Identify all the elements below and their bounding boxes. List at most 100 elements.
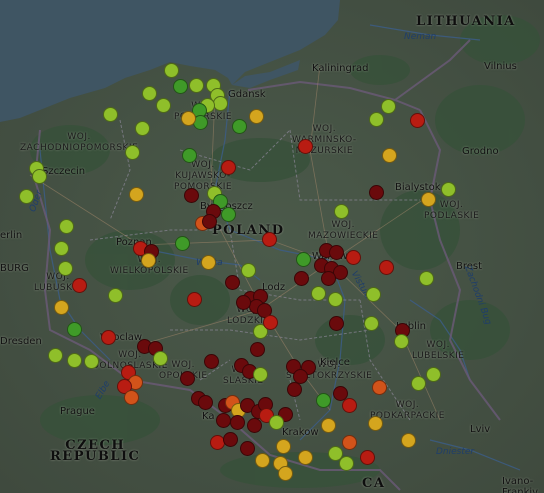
map-marker-green[interactable] xyxy=(66,321,82,337)
map-marker-dark-red[interactable] xyxy=(332,385,348,401)
map-marker-red[interactable] xyxy=(71,277,87,293)
map-marker-yellow[interactable] xyxy=(200,254,216,270)
map-marker-dark-red[interactable] xyxy=(292,368,308,384)
map-marker-dark-red[interactable] xyxy=(235,294,251,310)
map-marker-yellow-green[interactable] xyxy=(18,188,34,204)
water-label-dniester: Dniester xyxy=(436,447,475,457)
map-marker-dark-red[interactable] xyxy=(215,412,231,428)
country-label-lithuania: LITHUANIA xyxy=(416,14,516,29)
map-marker-dark-red[interactable] xyxy=(239,440,255,456)
map-marker-yellow-green[interactable] xyxy=(152,350,168,366)
map-marker-yellow-green[interactable] xyxy=(83,353,99,369)
map-marker-dark-red[interactable] xyxy=(183,187,199,203)
map-marker-yellow-green[interactable] xyxy=(155,97,171,113)
map-marker-yellow-green[interactable] xyxy=(418,270,434,286)
map-marker-yellow-green[interactable] xyxy=(338,455,354,471)
map-marker-yellow-green[interactable] xyxy=(363,315,379,331)
map-marker-dark-red[interactable] xyxy=(328,244,344,260)
map-marker-yellow-green[interactable] xyxy=(440,181,456,197)
map-marker-yellow-green[interactable] xyxy=(47,347,63,363)
map-marker-yellow-green[interactable] xyxy=(393,333,409,349)
region-label-swietokrzyskie: WOJ. SWIETOKRZYSKIE xyxy=(286,360,373,381)
map-marker-yellow-green[interactable] xyxy=(107,287,123,303)
map-marker-dark-red[interactable] xyxy=(249,341,265,357)
map-marker-yellow-green[interactable] xyxy=(58,218,74,234)
map-marker-dark-red[interactable] xyxy=(328,315,344,331)
map-marker-yellow-green[interactable] xyxy=(188,77,204,93)
map-marker-dark-red[interactable] xyxy=(224,274,240,290)
map-marker-red[interactable] xyxy=(186,291,202,307)
map-marker-red[interactable] xyxy=(297,138,313,154)
map-marker-red[interactable] xyxy=(220,159,236,175)
map-marker-yellow-green[interactable] xyxy=(57,260,73,276)
map-marker-red[interactable] xyxy=(100,329,116,345)
map-marker-yellow[interactable] xyxy=(400,432,416,448)
map-marker-yellow-green[interactable] xyxy=(31,168,47,184)
map-marker-yellow[interactable] xyxy=(275,438,291,454)
map-marker-red[interactable] xyxy=(262,314,278,330)
map-marker-yellow-green[interactable] xyxy=(327,291,343,307)
map-marker-green[interactable] xyxy=(172,78,188,94)
map-marker-yellow-green[interactable] xyxy=(163,62,179,78)
map-marker-green[interactable] xyxy=(231,118,247,134)
map-marker-yellow-green[interactable] xyxy=(252,366,268,382)
map-marker-green[interactable] xyxy=(220,206,236,222)
map-marker-yellow-green[interactable] xyxy=(368,111,384,127)
map-marker-dark-red[interactable] xyxy=(368,184,384,200)
map-marker-dark-red[interactable] xyxy=(229,414,245,430)
map-marker-dark-red[interactable] xyxy=(201,213,217,229)
map-marker-green[interactable] xyxy=(295,251,311,267)
map-marker-yellow[interactable] xyxy=(297,449,313,465)
map-marker-orange[interactable] xyxy=(341,434,357,450)
map-marker-yellow-green[interactable] xyxy=(66,352,82,368)
map-marker-red[interactable] xyxy=(409,112,425,128)
map-marker-yellow-green[interactable] xyxy=(333,203,349,219)
map-marker-red[interactable] xyxy=(341,397,357,413)
map-marker-orange[interactable] xyxy=(123,389,139,405)
region-label-lubuskie: WOJ. LUBUSKIE xyxy=(34,272,82,293)
map-marker-dark-red[interactable] xyxy=(222,431,238,447)
map-marker-yellow[interactable] xyxy=(128,186,144,202)
map-marker-red[interactable] xyxy=(378,259,394,275)
map-marker-yellow-green[interactable] xyxy=(380,98,396,114)
map-marker-yellow[interactable] xyxy=(180,110,196,126)
map-marker-yellow-green[interactable] xyxy=(365,286,381,302)
map-marker-yellow-green[interactable] xyxy=(268,414,284,430)
map-marker-yellow[interactable] xyxy=(367,415,383,431)
city-label-dresden: Dresden xyxy=(0,336,42,347)
map-marker-yellow[interactable] xyxy=(140,252,156,268)
map-marker-yellow-green[interactable] xyxy=(310,285,326,301)
map-marker-dark-red[interactable] xyxy=(246,417,262,433)
map-marker-orange[interactable] xyxy=(371,379,387,395)
map-marker-yellow[interactable] xyxy=(420,191,436,207)
map-marker-yellow-green[interactable] xyxy=(410,375,426,391)
map-marker-yellow[interactable] xyxy=(53,299,69,315)
map-marker-green[interactable] xyxy=(174,235,190,251)
map-marker-yellow-green[interactable] xyxy=(425,366,441,382)
map-marker-dark-red[interactable] xyxy=(179,370,195,386)
map-marker-yellow[interactable] xyxy=(381,147,397,163)
map-marker-red[interactable] xyxy=(359,449,375,465)
map-marker-dark-red[interactable] xyxy=(293,270,309,286)
map-marker-dark-red[interactable] xyxy=(197,394,213,410)
map-marker-yellow[interactable] xyxy=(320,417,336,433)
map-marker-dark-red[interactable] xyxy=(320,270,336,286)
map-marker-yellow-green[interactable] xyxy=(327,445,343,461)
map-marker-green[interactable] xyxy=(315,392,331,408)
map-marker-green[interactable] xyxy=(181,147,197,163)
map-marker-dark-red[interactable] xyxy=(286,381,302,397)
map-marker-red[interactable] xyxy=(261,231,277,247)
map-marker-yellow-green[interactable] xyxy=(240,262,256,278)
map-marker-yellow[interactable] xyxy=(248,108,264,124)
map-marker-yellow-green[interactable] xyxy=(102,106,118,122)
map-marker-yellow-green[interactable] xyxy=(134,120,150,136)
map-marker-yellow-green[interactable] xyxy=(124,144,140,160)
map-marker-yellow[interactable] xyxy=(277,465,293,481)
map-marker-dark-red[interactable] xyxy=(203,353,219,369)
map-marker-yellow-green[interactable] xyxy=(53,240,69,256)
map-marker-red[interactable] xyxy=(345,249,361,265)
map-marker-yellow[interactable] xyxy=(254,452,270,468)
map-marker-yellow-green[interactable] xyxy=(212,95,228,111)
map-marker-yellow-green[interactable] xyxy=(141,85,157,101)
